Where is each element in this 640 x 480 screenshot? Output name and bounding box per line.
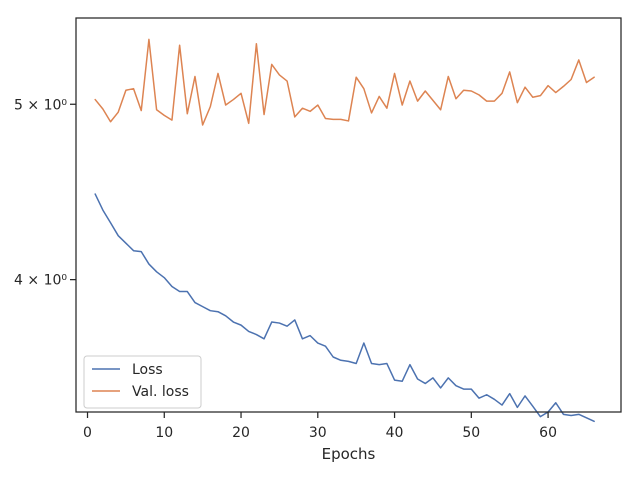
- x-axis-title: Epochs: [322, 445, 376, 463]
- x-tick-label-6: 60: [539, 425, 557, 441]
- x-tick-label-1: 10: [155, 425, 173, 441]
- plot-lines: [94, 38, 595, 423]
- y-tick-label-1: 5 × 10⁰: [14, 97, 67, 113]
- plot-frame: [75, 17, 622, 413]
- x-tick-label-2: 20: [232, 425, 250, 441]
- x-tick-label-3: 30: [309, 425, 327, 441]
- x-axis: 0 10 20 30 40 50 60: [83, 412, 557, 441]
- y-axis: 4 × 10⁰ 5 × 10⁰: [14, 97, 76, 289]
- legend-label-0: Loss: [132, 362, 163, 378]
- x-tick-label-0: 0: [83, 425, 92, 441]
- x-tick-label-4: 40: [386, 425, 404, 441]
- y-tick-label-0: 4 × 10⁰: [14, 273, 67, 289]
- legend-label-1: Val. loss: [132, 384, 189, 400]
- series-line-0: [94, 193, 595, 423]
- series-line-1: [94, 38, 595, 126]
- legend: Loss Val. loss: [83, 355, 202, 409]
- x-tick-label-5: 50: [462, 425, 480, 441]
